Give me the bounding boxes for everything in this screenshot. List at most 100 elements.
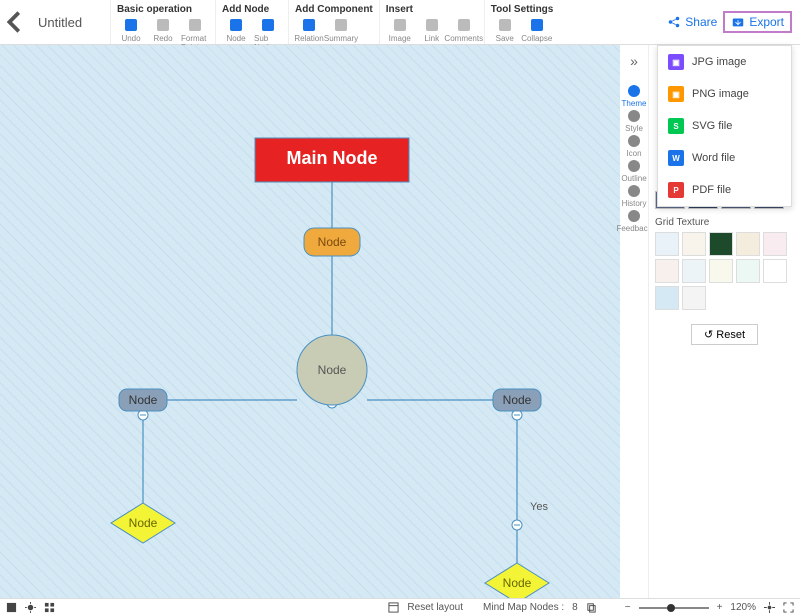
image-button[interactable]: Image — [386, 17, 414, 43]
tool-label: Node — [226, 34, 245, 43]
reset-button[interactable]: ↺ Reset — [691, 324, 758, 345]
sidetab-style[interactable]: Style — [616, 108, 651, 133]
outline-icon — [626, 158, 642, 174]
tool-label: Collapse — [521, 34, 552, 43]
canvas[interactable]: Main NodeNodeNodeNodeNodeNodeNodeYes — [0, 45, 620, 598]
summary-button[interactable]: Summary — [327, 17, 355, 43]
texture-swatch[interactable] — [763, 232, 787, 256]
export-item-jpg-image[interactable]: ▣ JPG image — [658, 46, 791, 78]
sidetab-label: History — [622, 199, 647, 208]
sidetab-label: Feedback — [616, 224, 651, 233]
style-icon — [626, 108, 642, 124]
export-item-svg-file[interactable]: S SVG file — [658, 110, 791, 142]
sidetab-theme[interactable]: Theme — [616, 83, 651, 108]
status-bar: Reset layout Mind Map Nodes : 8 − + 120% — [0, 598, 800, 616]
toolgroup-title: Insert — [386, 2, 478, 17]
toolgroup-basic-operation: Basic operationUndoRedoFormat Painter — [110, 0, 215, 44]
zoom-out[interactable]: − — [625, 602, 631, 613]
svg-text:Node: Node — [503, 576, 532, 590]
svg-text:Node: Node — [129, 393, 158, 407]
comments-button[interactable]: Comments — [450, 17, 478, 43]
sidetab-label: Theme — [622, 99, 647, 108]
export-item-label: SVG file — [692, 120, 732, 132]
save-icon — [497, 17, 513, 33]
format-painter-icon — [187, 17, 203, 33]
centerfit-icon[interactable] — [764, 602, 775, 613]
export-item-label: PDF file — [692, 184, 731, 196]
texture-swatch[interactable] — [736, 259, 760, 283]
texture-swatch[interactable] — [709, 259, 733, 283]
relation-button[interactable]: Relation — [295, 17, 323, 43]
tool-label: Redo — [153, 34, 172, 43]
zoom-in[interactable]: + — [717, 602, 723, 613]
sidetab-icon[interactable]: Icon — [616, 133, 651, 158]
sidetab-label: Outline — [621, 174, 646, 183]
svg-text:Node: Node — [129, 516, 158, 530]
toolgroup-title: Add Node — [222, 2, 282, 17]
file-type-icon: ▣ — [668, 54, 684, 70]
zoom-slider[interactable] — [639, 607, 709, 609]
texture-swatch[interactable] — [736, 232, 760, 256]
link-button[interactable]: Link — [418, 17, 446, 43]
reset-layout-label[interactable]: Reset layout — [407, 602, 463, 613]
share-label: Share — [685, 15, 717, 29]
save-button[interactable]: Save — [491, 17, 519, 43]
texture-swatch[interactable] — [709, 232, 733, 256]
back-button[interactable] — [0, 0, 30, 44]
toolgroup-add-component: Add ComponentRelationSummary — [288, 0, 379, 44]
sun-icon[interactable] — [25, 602, 36, 613]
sidetab-outline[interactable]: Outline — [616, 158, 651, 183]
tool-label: Relation — [294, 34, 323, 43]
texture-swatch[interactable] — [682, 232, 706, 256]
layers-icon[interactable] — [6, 602, 17, 613]
top-toolbar: Untitled Basic operationUndoRedoFormat P… — [0, 0, 800, 45]
mindmap-diagram: Main NodeNodeNodeNodeNodeNodeNodeYes — [0, 45, 620, 598]
collapse-icon — [529, 17, 545, 33]
tool-label: Undo — [121, 34, 140, 43]
comments-icon — [456, 17, 472, 33]
toolgroup-tool-settings: Tool SettingsSaveCollapse — [484, 0, 560, 44]
tool-label: Save — [496, 34, 514, 43]
texture-swatch[interactable] — [763, 259, 787, 283]
link-icon — [424, 17, 440, 33]
export-item-label: JPG image — [692, 56, 746, 68]
svg-text:Node: Node — [503, 393, 532, 407]
texture-swatch[interactable] — [682, 286, 706, 310]
export-item-word-file[interactable]: WWord file — [658, 142, 791, 174]
svg-text:Node: Node — [318, 235, 347, 249]
export-menu: ▣JPG image▣PNG imageSSVG fileWWord fileP… — [657, 45, 792, 207]
node-icon — [228, 17, 244, 33]
file-type-icon: S — [668, 118, 684, 134]
texture-swatch[interactable] — [655, 259, 679, 283]
collapse-panel-icon[interactable]: » — [630, 53, 638, 69]
document-title[interactable]: Untitled — [30, 0, 110, 44]
reset-layout-icon[interactable] — [388, 602, 399, 613]
texture-swatch[interactable] — [682, 259, 706, 283]
copy-icon[interactable] — [586, 602, 597, 613]
export-item-png-image[interactable]: ▣PNG image — [658, 78, 791, 110]
feedback-icon — [626, 208, 642, 224]
export-button[interactable]: Export — [723, 11, 792, 33]
toolgroup-add-node: Add NodeNodeSub Node — [215, 0, 288, 44]
grid-texture-label: Grid Texture — [655, 217, 794, 228]
texture-swatch[interactable] — [655, 286, 679, 310]
fullscreen-icon[interactable] — [783, 602, 794, 613]
tool-label: Image — [389, 34, 411, 43]
redo-icon — [155, 17, 171, 33]
grid-icon[interactable] — [44, 602, 55, 613]
sub-node-icon — [260, 17, 276, 33]
collapse-button[interactable]: Collapse — [523, 17, 551, 43]
nodes-count: 8 — [572, 602, 578, 613]
share-button[interactable]: Share — [667, 15, 717, 29]
theme-icon — [626, 83, 642, 99]
image-icon — [392, 17, 408, 33]
sidetab-feedback[interactable]: Feedback — [616, 208, 651, 233]
undo-icon — [123, 17, 139, 33]
nodes-count-label: Mind Map Nodes : — [483, 602, 564, 613]
export-item-label: Word file — [692, 152, 735, 164]
export-item-pdf-file[interactable]: PPDF file — [658, 174, 791, 206]
texture-swatch[interactable] — [655, 232, 679, 256]
file-type-icon: ▣ — [668, 86, 684, 102]
export-label: Export — [749, 15, 784, 29]
sidetab-history[interactable]: History — [616, 183, 651, 208]
